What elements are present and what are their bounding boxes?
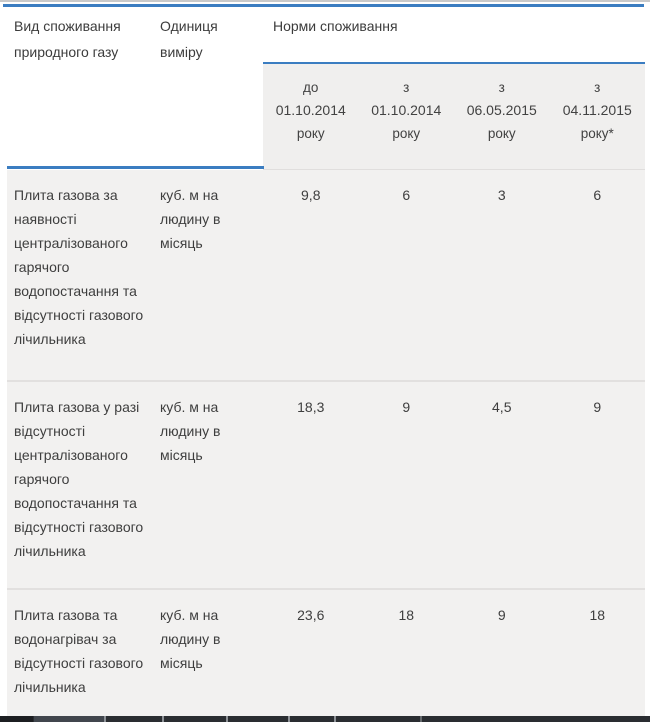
- left-header-underline: [7, 166, 264, 169]
- period-prefix: до: [303, 80, 319, 95]
- consumption-type-cell: Плита газова у разі відсутності централі…: [14, 399, 144, 559]
- period-subheader-row: до 01.10.2014 року з 01.10.2014 року з 0…: [263, 64, 645, 170]
- period-prefix: з: [498, 80, 505, 95]
- period-prefix: з: [403, 80, 410, 95]
- norm-value-cell: 4,5: [492, 399, 512, 415]
- strip-tick: [288, 716, 290, 722]
- unit-cell: куб. м на людину в місяць: [160, 399, 221, 463]
- top-blue-divider: [3, 4, 644, 7]
- norm-value-cell: 18: [589, 607, 606, 623]
- unit-cell: куб. м на людину в місяць: [160, 607, 221, 671]
- period-suffix: року*: [580, 126, 614, 141]
- period-header-cell: з 06.05.2015 року: [454, 64, 550, 169]
- table-body: Плита газова за наявності централізовано…: [7, 170, 645, 722]
- unit-cell: куб. м на людину в місяць: [160, 187, 221, 251]
- consumption-type-cell: Плита газова за наявності централізовано…: [14, 187, 144, 347]
- top-gray-divider: [0, 0, 650, 2]
- period-date: 01.10.2014: [371, 102, 442, 118]
- strip-tick: [334, 716, 336, 722]
- strip-segment: [0, 716, 33, 722]
- consumption-type-cell: Плита газова та водонагрівач за відсутно…: [14, 607, 144, 695]
- period-suffix: року: [296, 126, 325, 141]
- column-header-unit: Одиниця виміру: [160, 18, 218, 60]
- norm-value-cell: 9,8: [301, 187, 321, 203]
- strip-tick: [104, 716, 106, 722]
- strip-tick: [226, 716, 228, 722]
- period-header-cell: з 04.11.2015 року*: [550, 64, 646, 169]
- column-header-consumption-type: Вид споживання природного газу: [14, 18, 121, 60]
- strip-tick: [162, 716, 164, 722]
- norm-value-cell: 23,6: [297, 607, 325, 623]
- period-header-cell: до 01.10.2014 року: [263, 64, 359, 169]
- norm-value-cell: 18: [398, 607, 415, 623]
- norm-value-cell: 9: [402, 399, 411, 415]
- period-date: 04.11.2015: [562, 102, 632, 118]
- table-row: Плита газова у разі відсутності централі…: [7, 380, 645, 588]
- norm-value-cell: 18,3: [297, 399, 325, 415]
- strip-segment: [34, 716, 104, 722]
- norm-value-cell: 6: [402, 187, 411, 203]
- cutoff-dark-strip: [0, 716, 650, 722]
- norm-value-cell: 6: [593, 187, 602, 203]
- period-date: 06.05.2015: [466, 102, 537, 118]
- period-prefix: з: [594, 80, 601, 95]
- norm-value-cell: 9: [593, 399, 602, 415]
- norm-value-cell: 9: [497, 607, 506, 623]
- period-header-cell: з 01.10.2014 року: [359, 64, 455, 169]
- norms-group-underline: [263, 62, 645, 64]
- period-suffix: року: [392, 126, 421, 141]
- table-row: Плита газова за наявності централізовано…: [7, 170, 645, 380]
- column-group-header-norms: Норми споживання: [273, 18, 398, 34]
- table-row: Плита газова та водонагрівач за відсутно…: [7, 588, 645, 722]
- norm-value-cell: 3: [497, 187, 506, 203]
- strip-tick: [420, 716, 422, 722]
- period-suffix: року: [487, 126, 516, 141]
- period-date: 01.10.2014: [275, 102, 346, 118]
